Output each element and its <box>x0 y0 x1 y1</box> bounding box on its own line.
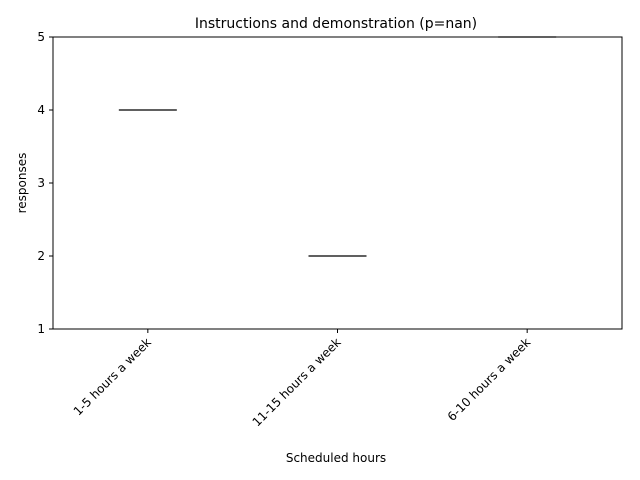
plot-frame <box>52 36 623 330</box>
y-axis-label: responses <box>15 153 29 214</box>
y-tick-label-4: 5 <box>37 30 45 44</box>
y-tick-label-1: 2 <box>37 249 45 263</box>
chart-title: Instructions and demonstration (p=nan) <box>195 16 477 32</box>
plot-area: 1 2 3 4 5 1-5 hours a week 11-15 hours a week 6… <box>37 30 623 429</box>
y-tick-label-2: 3 <box>37 176 45 190</box>
x-tick-label-1: 11-15 hours a week <box>250 335 344 429</box>
x-axis-label: Scheduled hours <box>286 451 386 465</box>
y-tick-label-3: 4 <box>37 103 45 117</box>
x-tick-label-2: 6-10 hours a week <box>445 335 534 424</box>
y-tick-label-0: 1 <box>37 322 45 336</box>
x-tick-label-0: 1-5 hours a week <box>71 335 154 418</box>
